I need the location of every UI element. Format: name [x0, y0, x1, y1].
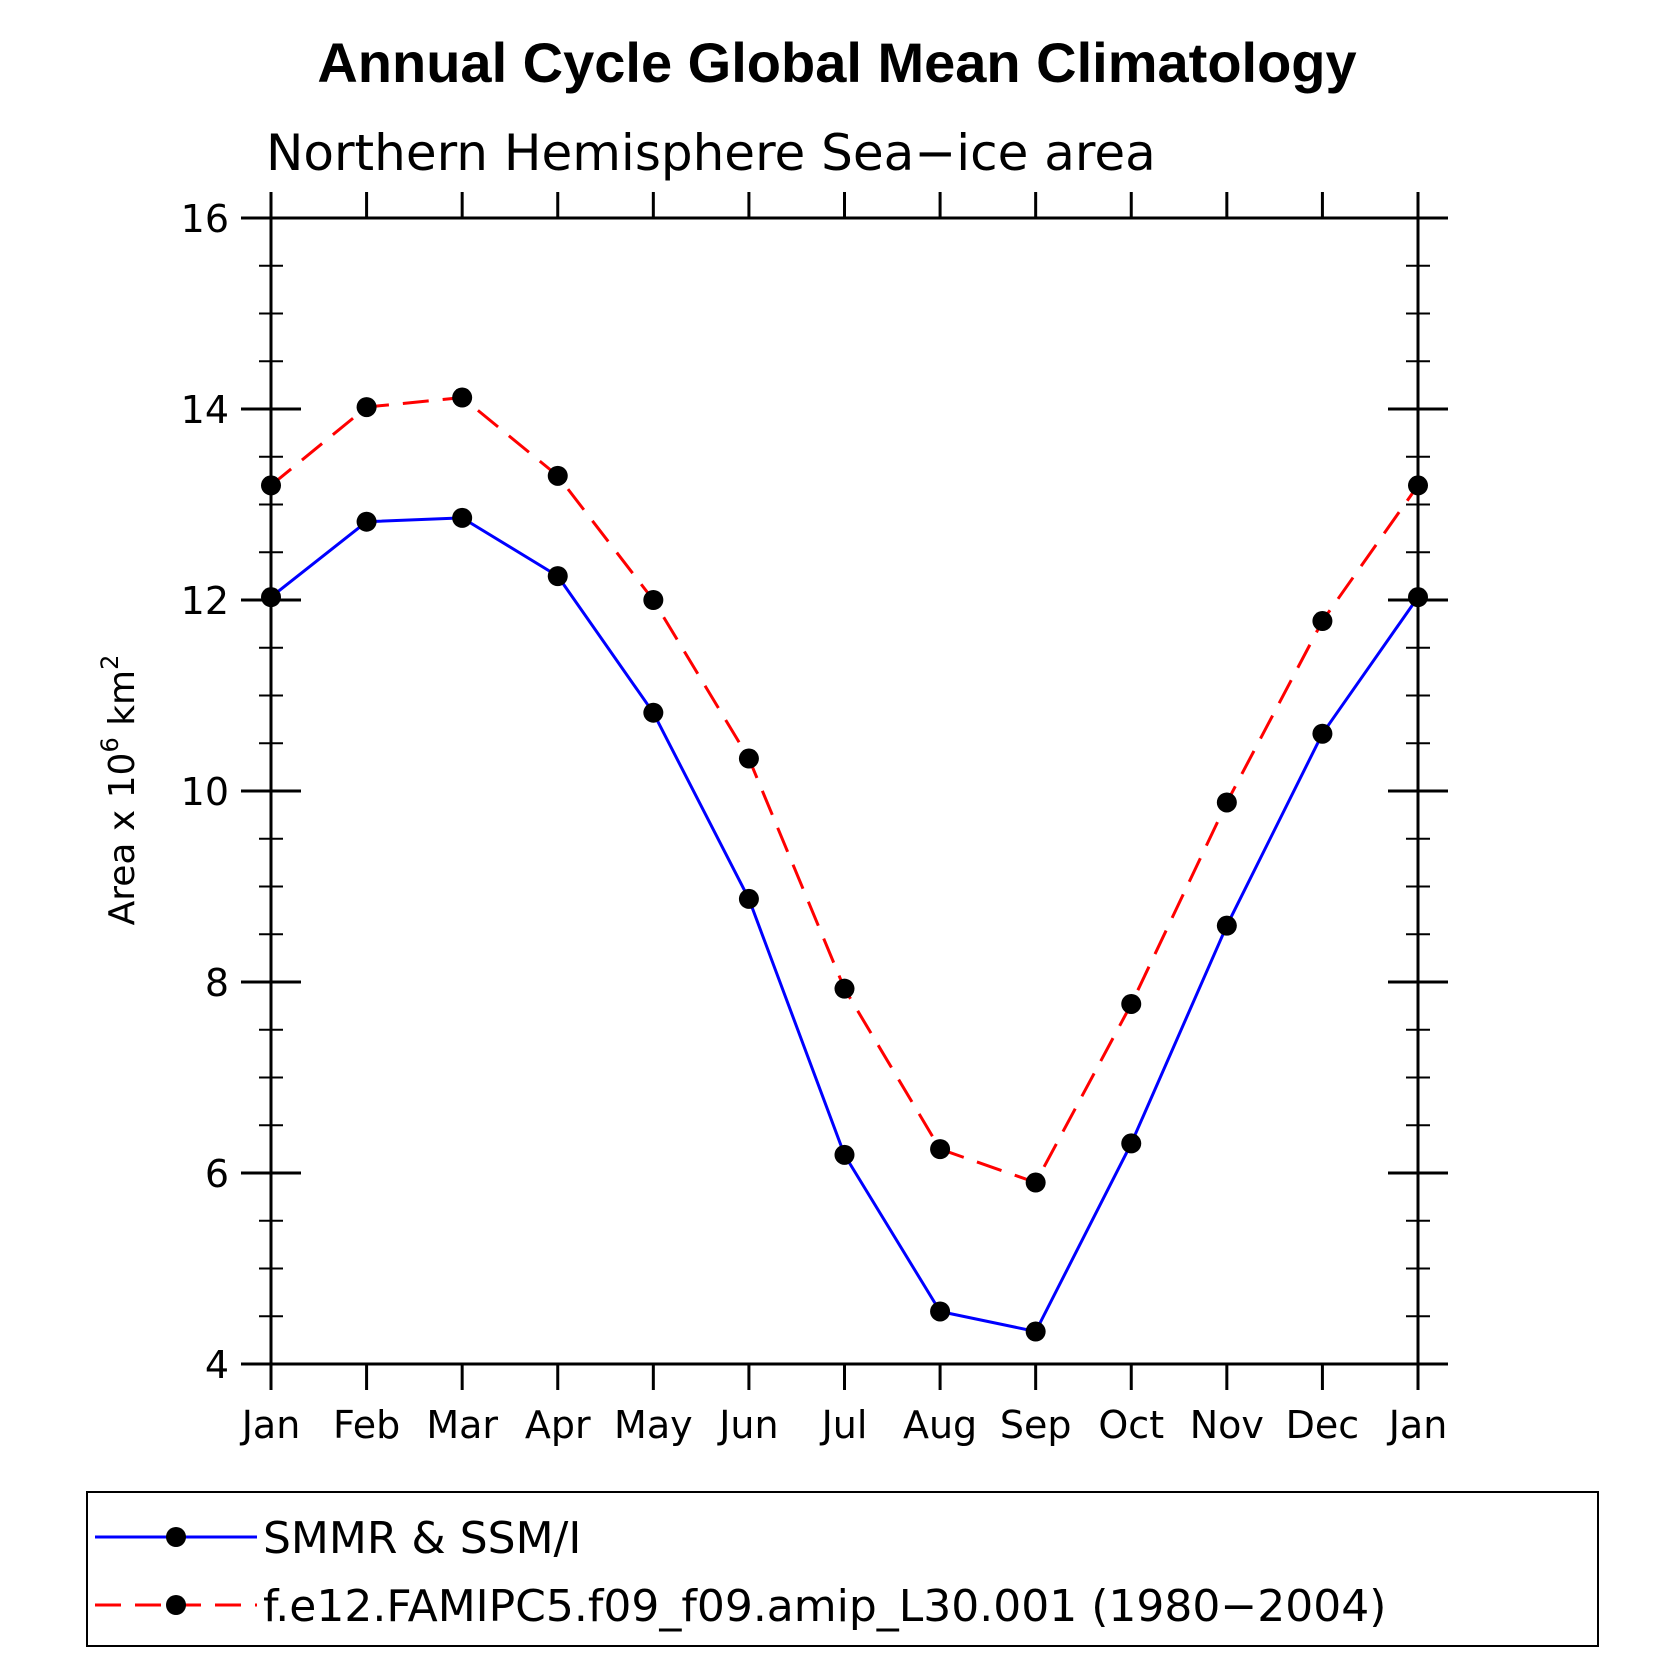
y-axis-label-base: Area x 10	[102, 753, 143, 926]
x-tick-label: Dec	[1286, 1403, 1360, 1447]
data-point	[1025, 1172, 1046, 1193]
y-tick-label: 4	[205, 1343, 229, 1387]
y-axis-label-unit: km	[102, 670, 143, 737]
x-tick-label: Jan	[1387, 1403, 1448, 1447]
x-tick-label: Feb	[333, 1403, 400, 1447]
data-point	[738, 748, 759, 769]
y-tick-label: 6	[205, 1152, 229, 1196]
x-tick-label: Jun	[717, 1403, 778, 1447]
x-tick-label: Oct	[1098, 1403, 1164, 1447]
data-point	[738, 888, 759, 909]
plot-frame	[269, 216, 1420, 1366]
x-tick-label: Mar	[426, 1403, 498, 1447]
legend-label-1: f.e12.FAMIPC5.f09_f09.amip_L30.001 (1980…	[263, 1581, 1386, 1632]
chart-subtitle: Northern Hemisphere Sea−ice area	[266, 124, 1156, 182]
y-tick-label: 10	[181, 770, 229, 814]
data-point	[261, 475, 281, 496]
x-tick-label: Aug	[903, 1403, 977, 1447]
data-point	[834, 1144, 855, 1165]
y-tick-label: 12	[181, 579, 229, 623]
data-point	[1312, 611, 1333, 632]
series-line-0	[270, 516, 1420, 1333]
x-tick-label: Sep	[1000, 1403, 1072, 1447]
legend-marker-1	[166, 1595, 186, 1615]
data-point	[1121, 993, 1142, 1014]
x-tick-label: Nov	[1190, 1403, 1264, 1447]
data-point	[1312, 723, 1333, 744]
data-point	[643, 590, 664, 610]
marker-layer	[261, 387, 1428, 1342]
data-point	[930, 1139, 951, 1160]
data-point	[1216, 792, 1237, 813]
data-point	[356, 397, 377, 418]
data-point	[261, 587, 281, 608]
data-point	[356, 511, 377, 532]
legend-box	[86, 1491, 1599, 1647]
data-point	[1025, 1321, 1046, 1342]
y-axis-label: Area x 106 km2	[96, 655, 143, 926]
legend-marker-0	[166, 1527, 186, 1547]
data-point	[547, 465, 568, 486]
legend: SMMR & SSM/I f.e12.FAMIPC5.f09_f09.amip_…	[86, 1491, 1599, 1647]
data-point	[834, 978, 855, 999]
y-tick-label: 8	[205, 961, 229, 1005]
chart-title: Annual Cycle Global Mean Climatology	[317, 31, 1356, 94]
data-point	[1216, 915, 1237, 936]
x-tick-label: Apr	[525, 1403, 591, 1447]
data-point	[1408, 587, 1428, 608]
y-tick-label: 14	[181, 388, 229, 432]
data-point	[452, 387, 473, 408]
data-point	[1121, 1133, 1142, 1154]
data-point	[643, 702, 664, 723]
x-tick-label: May	[614, 1403, 693, 1447]
series-layer	[270, 396, 1420, 1333]
data-point	[1408, 475, 1428, 496]
x-tick-label: Jul	[820, 1403, 868, 1447]
data-point	[452, 507, 473, 528]
y-axis-label-exp1: 6	[96, 737, 124, 752]
series-line-1	[270, 396, 1420, 1184]
data-point	[547, 566, 568, 587]
axes: Jan Feb Mar Apr May Jun Jul Aug Sep Oct Nov Dec Jan4…	[181, 192, 1448, 1447]
y-axis-label-exp2: 2	[96, 655, 124, 670]
legend-label-0: SMMR & SSM/I	[263, 1513, 581, 1564]
x-tick-label: Jan	[240, 1403, 301, 1447]
y-tick-label: 16	[181, 197, 229, 241]
data-point	[930, 1301, 951, 1322]
